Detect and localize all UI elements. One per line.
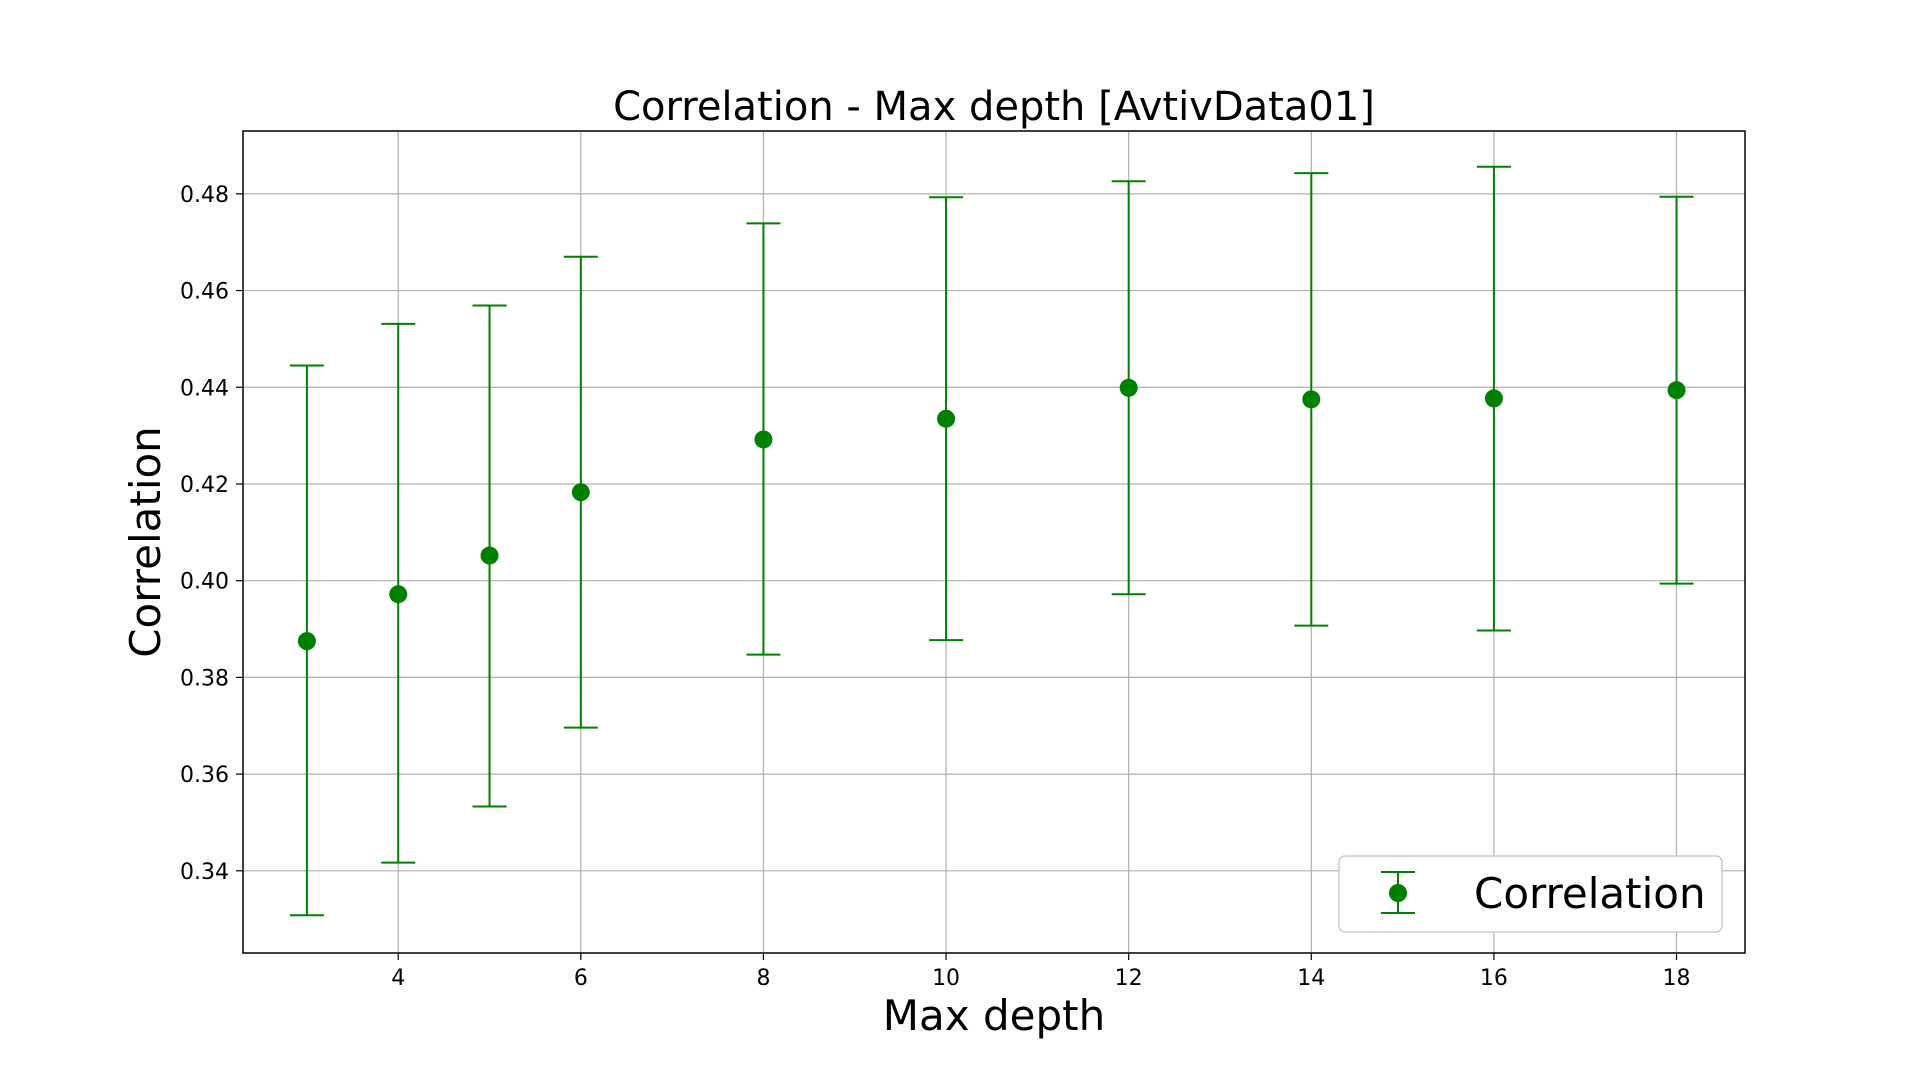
data-point (1119, 378, 1138, 397)
series-correlation (289, 165, 1694, 917)
plot-area-frame (242, 130, 1746, 954)
y-tick-label: 0.48 (180, 183, 229, 208)
y-tick-label: 0.38 (180, 666, 229, 691)
x-tick-label: 16 (1480, 966, 1508, 991)
y-tick-label: 0.34 (180, 860, 229, 885)
x-tick-label: 10 (932, 966, 960, 991)
x-tick-label: 6 (574, 966, 588, 991)
data-point (1302, 390, 1321, 409)
legend: Correlation (1338, 855, 1723, 933)
y-axis-ticks: 0.34 0.36 0.38 0.40 0.42 0.44 0.46 0.48 (180, 183, 243, 885)
legend-label-correlation: Correlation (1474, 869, 1706, 918)
y-tick-label: 0.46 (180, 280, 229, 305)
chart-title: Correlation - Max depth [AvtivData01] (613, 84, 1375, 130)
data-point (937, 409, 956, 428)
y-axis-label: Correlation (121, 426, 170, 658)
y-tick-label: 0.36 (180, 763, 229, 788)
y-tick-label: 0.42 (180, 473, 229, 498)
data-point (1667, 381, 1686, 400)
legend-marker-icon (1389, 884, 1407, 902)
x-tick-label: 14 (1297, 966, 1325, 991)
y-tick-label: 0.44 (180, 376, 229, 401)
x-tick-label: 18 (1663, 966, 1691, 991)
x-tick-label: 4 (391, 966, 405, 991)
legend-box (1338, 855, 1723, 933)
x-tick-label: 12 (1115, 966, 1143, 991)
data-point (571, 483, 590, 502)
data-point (1484, 389, 1503, 408)
data-point (480, 546, 499, 565)
x-tick-label: 8 (756, 966, 770, 991)
x-axis-label: Max depth (883, 991, 1105, 1040)
data-point (754, 430, 773, 449)
x-axis-ticks: 4 6 8 10 12 14 16 18 (391, 953, 1691, 991)
data-point (389, 585, 408, 604)
y-tick-label: 0.40 (180, 570, 229, 595)
data-point (297, 632, 316, 651)
